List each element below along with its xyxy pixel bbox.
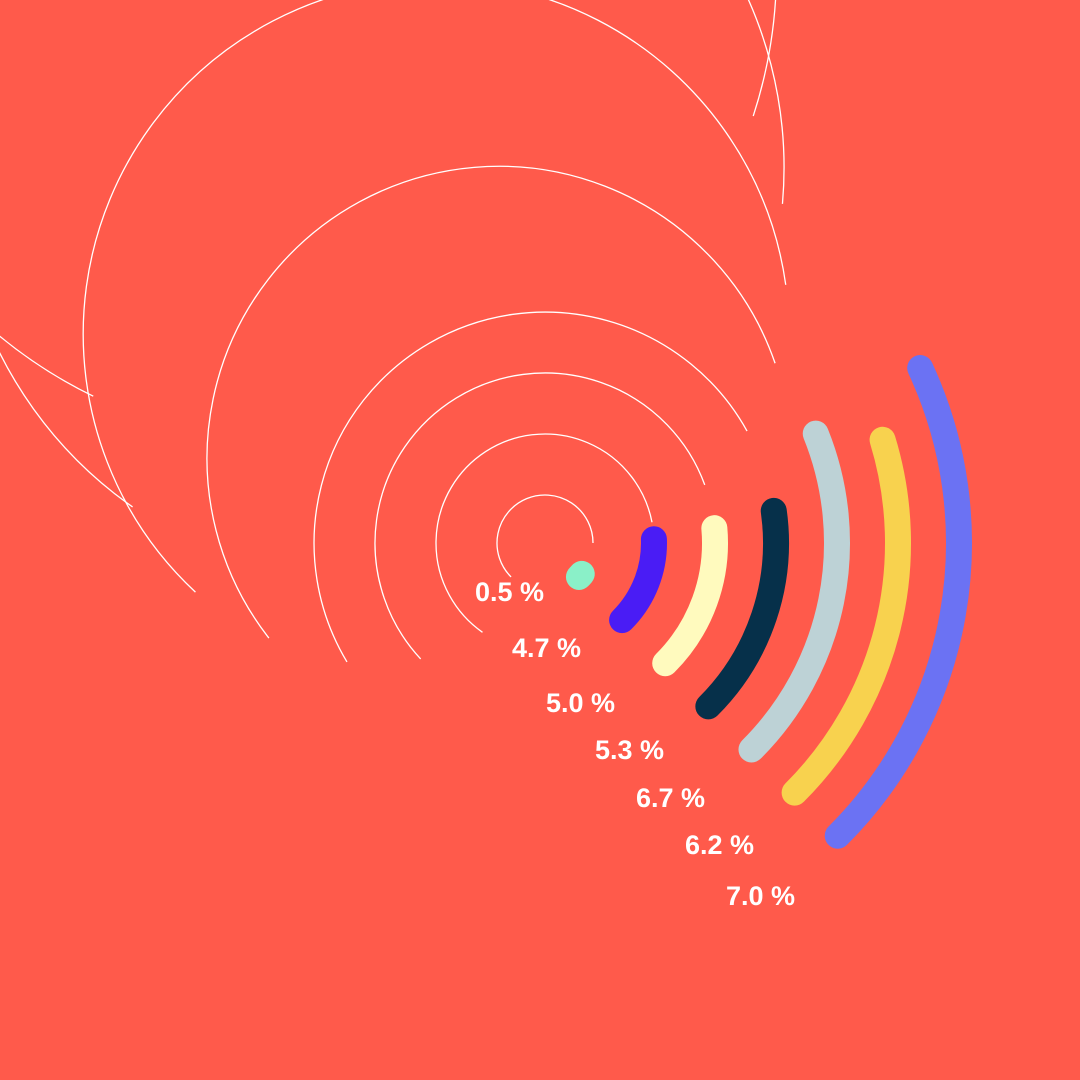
guide-rings xyxy=(0,0,787,663)
bar-arc xyxy=(695,497,789,720)
value-label: 6.7 % xyxy=(636,783,705,813)
bar-arc xyxy=(565,560,595,590)
guide-ring xyxy=(313,311,748,663)
value-label: 0.5 % xyxy=(475,577,544,607)
bar-arc xyxy=(652,515,728,677)
bar-arcs xyxy=(565,355,972,849)
bar-arc xyxy=(609,526,667,634)
guide-ring xyxy=(435,433,653,633)
bar-arc xyxy=(781,426,911,806)
value-label: 7.0 % xyxy=(726,881,795,911)
value-label: 6.2 % xyxy=(685,830,754,860)
value-labels: 0.5 % 4.7 % 5.0 % 5.3 % 6.7 % 6.2 % 7.0 % xyxy=(475,577,795,911)
guide-ring xyxy=(374,372,706,660)
value-label: 4.7 % xyxy=(512,633,581,663)
guide-ring xyxy=(496,494,594,578)
guide-ring xyxy=(82,0,787,593)
value-label: 5.3 % xyxy=(595,735,664,765)
bar-arc xyxy=(738,420,850,763)
bar-arc xyxy=(824,355,972,849)
guide-ring xyxy=(206,165,776,639)
value-label: 5.0 % xyxy=(546,688,615,718)
